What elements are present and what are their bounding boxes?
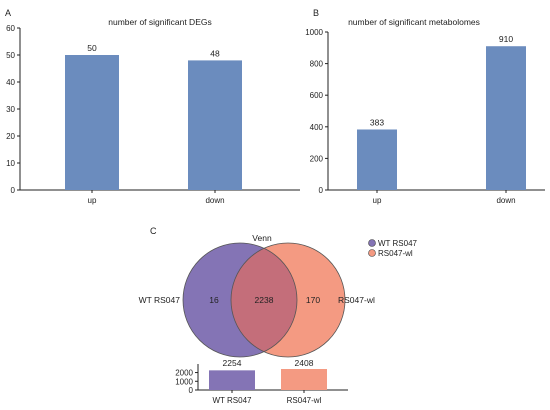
panel-a-xtick-label: up bbox=[88, 196, 97, 205]
panel-c-letter: C bbox=[150, 226, 157, 236]
panel-a-data-label: 48 bbox=[210, 48, 220, 58]
legend-label-wt-rs047: WT RS047 bbox=[378, 239, 418, 248]
venn-left-outline bbox=[182, 242, 298, 358]
panel-b-bars: 383 910 bbox=[357, 34, 526, 190]
panel-c: C Venn 16 2238 170 WT RS047 RS047-wl WT … bbox=[139, 226, 418, 405]
totals-data-label: 2254 bbox=[223, 358, 242, 368]
panel-b-y-ticks: 0 200 400 600 800 1000 bbox=[305, 28, 328, 195]
panel-a-bar-down bbox=[188, 60, 242, 191]
totals-ytick-label: 1000 bbox=[175, 377, 193, 386]
panel-a-ytick-label: 60 bbox=[6, 24, 15, 33]
panel-a-x-labels: up down bbox=[88, 190, 225, 205]
panel-b-bar-down bbox=[486, 46, 526, 190]
legend-swatch-rs047-wl bbox=[368, 249, 376, 257]
venn-set-label-wt-rs047: WT RS047 bbox=[139, 295, 181, 305]
venn-left-only-count: 16 bbox=[209, 295, 219, 305]
totals-bar-rs047-wl bbox=[281, 369, 327, 390]
panel-b-x-labels: up down bbox=[373, 190, 516, 205]
panel-b-xtick-label: up bbox=[373, 196, 382, 205]
panel-a-ytick-label: 20 bbox=[6, 132, 15, 141]
panel-a: A number of significant DEGs 0 10 20 30 40 50… bbox=[5, 8, 300, 205]
panel-a-data-label: 50 bbox=[87, 43, 97, 53]
panel-b: B number of significant metabolomes 0 200… bbox=[305, 8, 545, 205]
panel-b-ytick-label: 400 bbox=[310, 123, 324, 132]
venn-right-only-count: 170 bbox=[306, 295, 320, 305]
panel-a-ytick-label: 0 bbox=[11, 186, 16, 195]
panel-a-letter: A bbox=[5, 8, 11, 18]
panel-b-ytick-label: 0 bbox=[319, 186, 324, 195]
panel-a-bars: 50 48 bbox=[65, 43, 242, 191]
panel-b-ytick-label: 800 bbox=[310, 60, 324, 69]
panel-a-ytick-label: 10 bbox=[6, 159, 15, 168]
venn-title: Venn bbox=[252, 233, 272, 243]
panel-b-data-label: 910 bbox=[499, 34, 513, 44]
panel-b-bar-up bbox=[357, 129, 397, 190]
venn-set-label-rs047-wl: RS047-wl bbox=[338, 295, 375, 305]
legend-swatch-wt-rs047 bbox=[368, 239, 376, 247]
venn-intersection-count: 2238 bbox=[255, 295, 274, 305]
panel-b-xtick-label: down bbox=[496, 196, 515, 205]
totals-bars: 2254 2408 bbox=[209, 358, 327, 390]
panel-b-ytick-label: 600 bbox=[310, 91, 324, 100]
panel-b-ytick-label: 200 bbox=[310, 154, 324, 163]
panel-a-xtick-label: down bbox=[205, 196, 224, 205]
totals-ytick-label: 2000 bbox=[175, 369, 193, 378]
panel-a-ytick-label: 30 bbox=[6, 105, 15, 114]
panel-a-ytick-label: 40 bbox=[6, 78, 15, 87]
panel-a-y-ticks: 0 10 20 30 40 50 60 bbox=[6, 24, 20, 195]
totals-data-label: 2408 bbox=[295, 358, 314, 368]
totals-xtick-label: WT RS047 bbox=[213, 396, 253, 405]
panel-b-letter: B bbox=[313, 8, 319, 18]
totals-xtick-label: RS047-wl bbox=[287, 396, 322, 405]
panel-b-ytick-label: 1000 bbox=[305, 28, 323, 37]
venn-overlap-region bbox=[231, 243, 297, 357]
panel-a-ytick-label: 50 bbox=[6, 51, 15, 60]
panel-a-title: number of significant DEGs bbox=[108, 17, 211, 27]
venn-right-outline bbox=[230, 242, 346, 358]
panel-b-title: number of significant metabolomes bbox=[348, 17, 480, 27]
panel-a-bar-up bbox=[65, 55, 119, 190]
totals-ytick-label: 0 bbox=[189, 386, 194, 395]
legend-label-rs047-wl: RS047-wl bbox=[378, 249, 413, 258]
totals-bar-wt-rs047 bbox=[209, 370, 255, 390]
venn-legend: WT RS047 RS047-wl bbox=[368, 239, 418, 258]
panel-b-data-label: 383 bbox=[370, 117, 384, 127]
totals-x-labels: WT RS047 RS047-wl bbox=[213, 390, 322, 405]
